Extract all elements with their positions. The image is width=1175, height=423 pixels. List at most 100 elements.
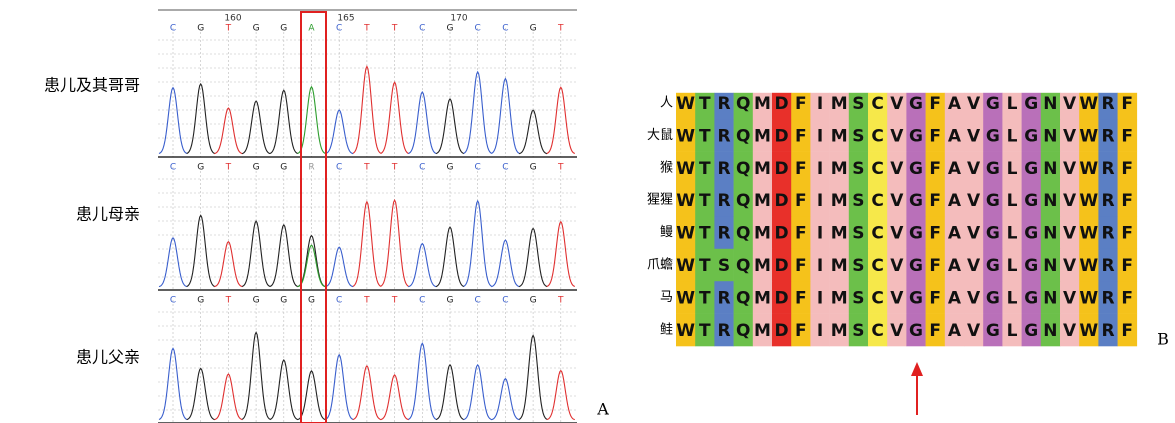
residue: R bbox=[1101, 94, 1114, 114]
residue: N bbox=[1043, 288, 1057, 308]
base-call: G bbox=[447, 163, 454, 173]
residue: Q bbox=[736, 94, 750, 114]
residue: F bbox=[1121, 191, 1133, 211]
residue: D bbox=[775, 94, 789, 114]
base-call: C bbox=[419, 296, 425, 306]
base-call: T bbox=[363, 296, 370, 306]
residue: F bbox=[929, 159, 941, 179]
residue: N bbox=[1043, 159, 1057, 179]
species-name: 猩猩 bbox=[647, 193, 673, 208]
species-name: 大鼠 bbox=[647, 128, 673, 143]
base-call: C bbox=[502, 24, 508, 34]
residue: V bbox=[890, 288, 904, 308]
residue: A bbox=[948, 126, 962, 146]
residue: M bbox=[754, 159, 771, 179]
residue: A bbox=[948, 256, 962, 276]
residue: C bbox=[871, 159, 883, 179]
base-call: G bbox=[197, 24, 204, 34]
residue: V bbox=[1063, 321, 1077, 341]
residue: F bbox=[795, 321, 807, 341]
base-call: T bbox=[557, 163, 564, 173]
residue: V bbox=[967, 159, 981, 179]
trace-peak bbox=[214, 108, 242, 154]
residue: C bbox=[871, 288, 883, 308]
residue: C bbox=[871, 256, 883, 276]
residue: I bbox=[817, 288, 823, 308]
base-call: C bbox=[475, 163, 481, 173]
residue: R bbox=[1101, 256, 1114, 276]
residue: G bbox=[1024, 159, 1038, 179]
residue: V bbox=[1063, 224, 1077, 244]
residue: N bbox=[1043, 321, 1057, 341]
residue: F bbox=[1121, 256, 1133, 276]
residue: D bbox=[775, 159, 789, 179]
species-name: 鳗 bbox=[660, 225, 673, 240]
species-name: 人 bbox=[660, 96, 673, 111]
residue: R bbox=[717, 191, 730, 211]
residue: R bbox=[1101, 224, 1114, 244]
residue: S bbox=[852, 288, 864, 308]
base-call: G bbox=[280, 24, 287, 34]
base-call: C bbox=[475, 24, 481, 34]
trace-peak bbox=[187, 84, 215, 154]
residue: G bbox=[909, 94, 923, 114]
residue: V bbox=[890, 256, 904, 276]
residue: M bbox=[831, 159, 848, 179]
residue: G bbox=[1024, 256, 1038, 276]
residue: G bbox=[1024, 191, 1038, 211]
species-name: 鲑 bbox=[660, 322, 673, 337]
residue: M bbox=[754, 191, 771, 211]
residue: W bbox=[676, 191, 695, 211]
residue: G bbox=[909, 191, 923, 211]
residue: G bbox=[986, 126, 1000, 146]
residue: F bbox=[795, 288, 807, 308]
residue: M bbox=[754, 126, 771, 146]
residue: W bbox=[676, 224, 695, 244]
residue: T bbox=[699, 321, 711, 341]
base-call: T bbox=[391, 296, 398, 306]
residue: C bbox=[871, 94, 883, 114]
residue: G bbox=[909, 224, 923, 244]
base-call: G bbox=[253, 163, 260, 173]
residue: V bbox=[1063, 191, 1077, 211]
residue: V bbox=[890, 126, 904, 146]
residue: N bbox=[1043, 191, 1057, 211]
residue: G bbox=[986, 321, 1000, 341]
residue: F bbox=[929, 94, 941, 114]
residue: M bbox=[831, 288, 848, 308]
residue: G bbox=[1024, 288, 1038, 308]
residue: L bbox=[1007, 94, 1018, 114]
base-call: C bbox=[502, 163, 508, 173]
residue: G bbox=[986, 256, 1000, 276]
residue: F bbox=[795, 191, 807, 211]
residue: S bbox=[852, 159, 864, 179]
base-call: G bbox=[253, 296, 260, 306]
residue: G bbox=[909, 321, 923, 341]
residue: R bbox=[717, 321, 730, 341]
base-call: C bbox=[336, 296, 342, 306]
residue: F bbox=[795, 159, 807, 179]
residue: D bbox=[775, 321, 789, 341]
residue: G bbox=[1024, 321, 1038, 341]
residue: I bbox=[817, 321, 823, 341]
base-call: G bbox=[280, 163, 287, 173]
residue: T bbox=[699, 191, 711, 211]
residue: V bbox=[967, 191, 981, 211]
residue: I bbox=[817, 126, 823, 146]
base-call: C bbox=[419, 163, 425, 173]
residue: G bbox=[1024, 126, 1038, 146]
residue: W bbox=[1079, 224, 1098, 244]
residue: W bbox=[1079, 256, 1098, 276]
residue: S bbox=[852, 191, 864, 211]
residue: M bbox=[754, 256, 771, 276]
species-name: 爪蟾 bbox=[647, 258, 673, 273]
base-call: G bbox=[253, 24, 260, 34]
residue: L bbox=[1007, 159, 1018, 179]
residue: V bbox=[890, 321, 904, 341]
residue: V bbox=[1063, 288, 1077, 308]
base-call: G bbox=[447, 24, 454, 34]
residue: L bbox=[1007, 321, 1018, 341]
base-call: G bbox=[447, 296, 454, 306]
residue: W bbox=[1079, 288, 1098, 308]
residue: I bbox=[817, 159, 823, 179]
